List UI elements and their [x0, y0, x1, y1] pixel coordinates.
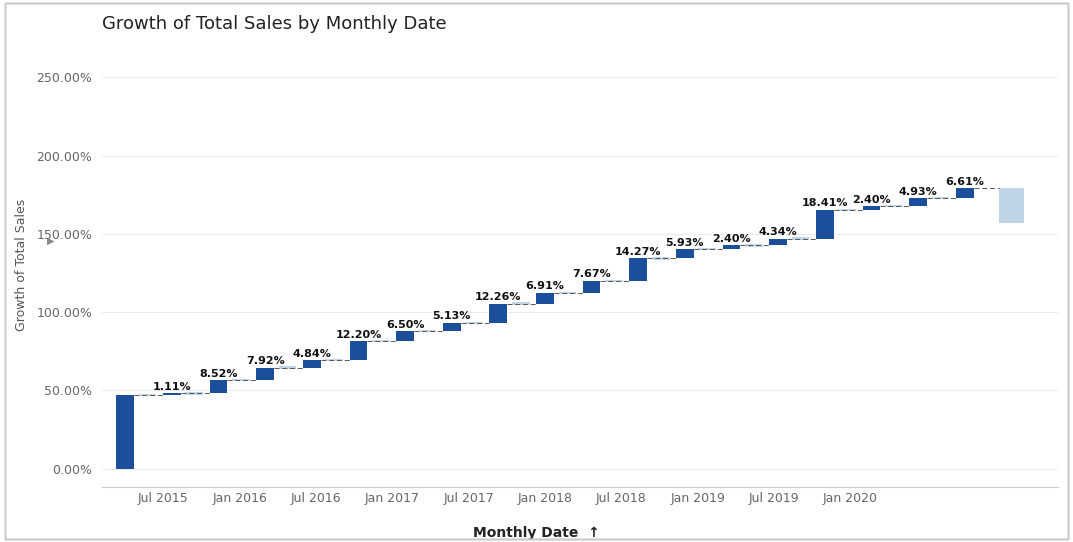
- Bar: [676, 249, 694, 259]
- Bar: [256, 367, 274, 380]
- Bar: [909, 198, 927, 206]
- Bar: [209, 380, 227, 393]
- Text: 1.11%: 1.11%: [152, 382, 191, 392]
- Text: 12.20%: 12.20%: [335, 330, 382, 340]
- Text: 18.41%: 18.41%: [802, 198, 848, 209]
- Text: Monthly Date  ↑: Monthly Date ↑: [473, 526, 600, 540]
- Text: 5.13%: 5.13%: [432, 312, 471, 321]
- Bar: [651, 257, 670, 260]
- Bar: [372, 340, 389, 342]
- Bar: [489, 304, 508, 322]
- Bar: [863, 206, 880, 210]
- Text: 5.93%: 5.93%: [665, 238, 704, 248]
- Y-axis label: Growth of Total Sales: Growth of Total Sales: [15, 199, 28, 331]
- Bar: [138, 394, 157, 396]
- Text: 6.50%: 6.50%: [386, 320, 424, 330]
- Bar: [956, 188, 973, 198]
- Bar: [792, 237, 809, 240]
- Bar: [723, 246, 740, 249]
- Text: 7.92%: 7.92%: [246, 357, 284, 366]
- Bar: [466, 321, 483, 324]
- Text: 2.40%: 2.40%: [712, 234, 751, 244]
- Text: 4.93%: 4.93%: [899, 187, 938, 197]
- Bar: [745, 244, 763, 247]
- Bar: [583, 281, 601, 293]
- Bar: [512, 302, 530, 305]
- Bar: [931, 197, 950, 199]
- Text: ▶: ▶: [46, 236, 54, 246]
- Text: 7.67%: 7.67%: [572, 269, 611, 280]
- Bar: [838, 209, 856, 211]
- Bar: [279, 366, 296, 369]
- Bar: [443, 322, 460, 331]
- Text: 14.27%: 14.27%: [615, 247, 662, 257]
- Bar: [325, 359, 343, 361]
- Text: Growth of Total Sales by Monthly Date: Growth of Total Sales by Monthly Date: [102, 15, 446, 33]
- Bar: [999, 188, 1024, 223]
- Bar: [536, 293, 554, 304]
- Bar: [232, 379, 250, 381]
- Bar: [559, 292, 576, 294]
- Bar: [605, 280, 622, 282]
- Bar: [116, 395, 134, 469]
- Bar: [885, 205, 902, 207]
- Bar: [418, 330, 437, 332]
- Bar: [699, 248, 716, 250]
- Bar: [186, 392, 203, 395]
- Bar: [396, 331, 414, 341]
- Text: 4.34%: 4.34%: [759, 227, 797, 237]
- Text: 8.52%: 8.52%: [200, 369, 238, 379]
- Text: 2.40%: 2.40%: [852, 195, 891, 205]
- Text: 6.91%: 6.91%: [526, 281, 564, 292]
- Text: 4.84%: 4.84%: [292, 349, 332, 359]
- Bar: [630, 259, 647, 281]
- Text: 6.61%: 6.61%: [945, 177, 984, 186]
- Bar: [769, 238, 787, 246]
- Text: 12.26%: 12.26%: [475, 292, 521, 302]
- Bar: [350, 341, 367, 360]
- Bar: [303, 360, 321, 367]
- Bar: [163, 393, 180, 395]
- Bar: [815, 210, 834, 238]
